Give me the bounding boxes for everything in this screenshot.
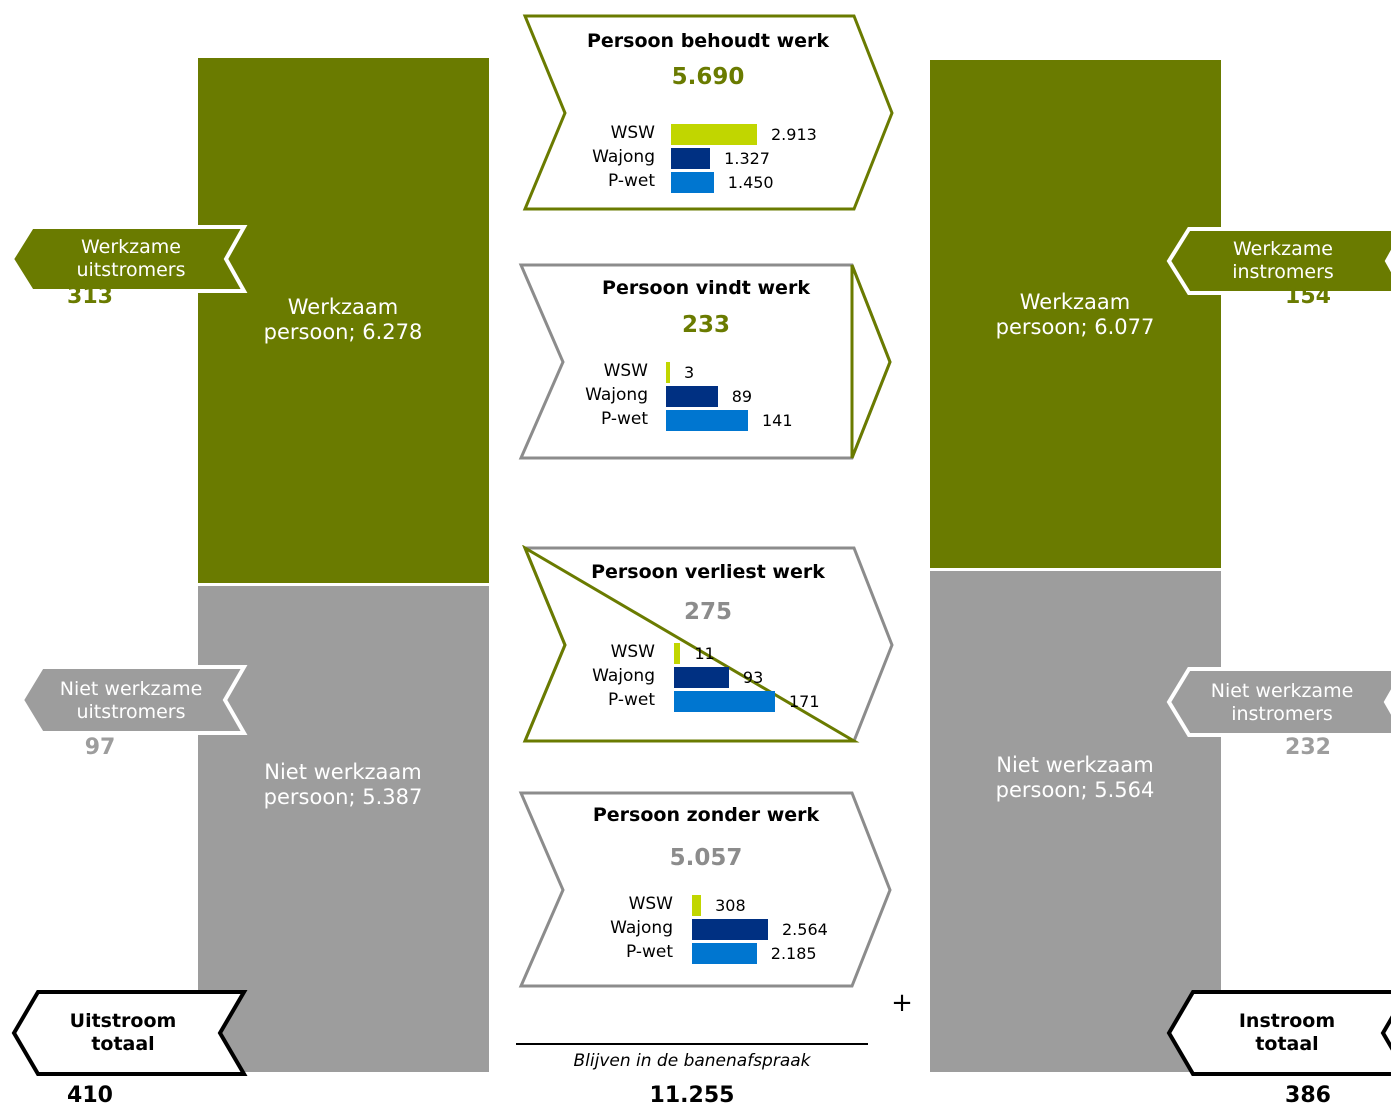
bar-value-p-wet: 141: [762, 411, 793, 430]
chevron-keeps-work-total: 5.690: [671, 64, 745, 90]
bar-wsw: [666, 362, 670, 383]
bar-p-wet: [692, 943, 757, 964]
right-total-tag: Instroom totaal: [1163, 988, 1391, 1078]
left-not-working-label: Niet werkzaam persoon; 5.387: [263, 760, 423, 809]
right-working-value: 154: [1285, 284, 1331, 309]
caption-divider: [516, 1043, 868, 1045]
right-total-tag-label: Instroom totaal: [1238, 1010, 1336, 1055]
left-working-value: 313: [67, 284, 113, 309]
bar-p-wet: [674, 691, 775, 712]
bar-wajong: [674, 667, 729, 688]
chevron-loses-work: Persoon verliest werk 275 WSW 11 Wajong 93 P…: [520, 545, 896, 745]
bar-label-p-wet: P-wet: [607, 690, 655, 710]
bar-value-p-wet: 171: [789, 692, 820, 711]
bar-value-wajong: 93: [742, 668, 764, 687]
right-working-label: Werkzaam persoon; 6.077: [995, 290, 1155, 339]
left-working-label: Werkzaam persoon; 6.278: [263, 295, 423, 344]
right-not-working-label: Niet werkzaam persoon; 5.564: [995, 753, 1155, 802]
chevron-finds-work-total: 233: [681, 312, 730, 338]
bar-wajong: [666, 386, 718, 407]
bar-wajong: [671, 148, 711, 169]
right-working-tag: Werkzame instromers: [1165, 227, 1391, 295]
bar-p-wet: [671, 172, 714, 193]
left-not-working-tag: Niet werkzame uitstromers: [18, 665, 248, 735]
chevron-finds-work: Persoon vindt werk 233 WSW 3 Wajong 89 P-wet…: [518, 262, 894, 462]
plus-sign: +: [891, 988, 913, 1018]
bar-value-wajong: 1.327: [724, 149, 770, 168]
bar-value-wsw: 2.913: [771, 125, 817, 144]
bar-value-wajong: 2.564: [782, 920, 828, 939]
bar-label-p-wet: P-wet: [600, 409, 648, 429]
bar-label-wsw: WSW: [628, 894, 673, 914]
bar-label-wsw: WSW: [603, 361, 648, 381]
bar-value-wajong: 89: [731, 387, 753, 406]
left-total-tag-label: Uitstroom totaal: [69, 1010, 177, 1055]
bar-value-wsw: 3: [684, 363, 695, 382]
bar-wajong: [692, 919, 768, 940]
right-not-working-tag-label: Niet werkzame instromers: [1210, 680, 1354, 725]
caption: Blijven in de banenafspraak: [573, 1051, 811, 1071]
bar-label-wajong: Wajong: [592, 147, 655, 167]
bar-wsw: [674, 643, 681, 664]
left-working-tag-label: Werkzame uitstromers: [76, 236, 186, 281]
bar-value-p-wet: 1.450: [727, 173, 774, 192]
right-working-block: Werkzaam persoon; 6.077: [930, 60, 1221, 568]
bar-value-p-wet: 2.185: [770, 944, 817, 963]
bar-p-wet: [666, 410, 748, 431]
chevron-keeps-work: Persoon behoudt werk 5.690 WSW 2.913 Wajon…: [520, 13, 896, 213]
bar-label-p-wet: P-wet: [607, 171, 655, 191]
bar-label-wajong: Wajong: [610, 918, 673, 938]
chevron-finds-work-title: Persoon vindt werk: [602, 277, 810, 299]
left-not-working-value: 97: [84, 735, 116, 760]
right-not-working-value: 232: [1285, 735, 1331, 760]
bar-value-wsw: 11: [694, 644, 715, 663]
chevron-loses-work-total: 275: [683, 599, 732, 625]
bar-value-wsw: 308: [715, 896, 746, 915]
bar-label-wajong: Wajong: [585, 385, 648, 405]
left-working-block: Werkzaam persoon; 6.278: [198, 58, 489, 583]
left-total-tag: Uitstroom totaal: [8, 988, 248, 1078]
left-working-tag: Werkzame uitstromers: [8, 225, 248, 293]
right-total-value: 386: [1285, 1083, 1331, 1108]
right-working-tag-label: Werkzame instromers: [1232, 238, 1334, 283]
center-total: 11.255: [649, 1083, 735, 1108]
bar-label-p-wet: P-wet: [625, 942, 673, 962]
chevron-keeps-work-title: Persoon behoudt werk: [586, 30, 830, 52]
bar-label-wajong: Wajong: [592, 666, 655, 686]
bar-wsw: [692, 895, 702, 916]
chevron-without-work-total: 5.057: [669, 845, 743, 871]
left-not-working-tag-label: Niet werkzame uitstromers: [59, 678, 203, 723]
bar-label-wsw: WSW: [610, 642, 655, 662]
chevron-loses-work-title: Persoon verliest werk: [591, 561, 825, 583]
bar-wsw: [671, 124, 757, 145]
left-total-value: 410: [67, 1083, 113, 1108]
right-not-working-block: Niet werkzaam persoon; 5.564: [930, 571, 1221, 1072]
chevron-without-work: Persoon zonder werk 5.057 WSW 308 Wajong 2.…: [518, 790, 894, 990]
bar-label-wsw: WSW: [610, 123, 655, 143]
chevron-without-work-title: Persoon zonder werk: [592, 804, 820, 826]
right-not-working-tag: Niet werkzame instromers: [1165, 667, 1391, 737]
